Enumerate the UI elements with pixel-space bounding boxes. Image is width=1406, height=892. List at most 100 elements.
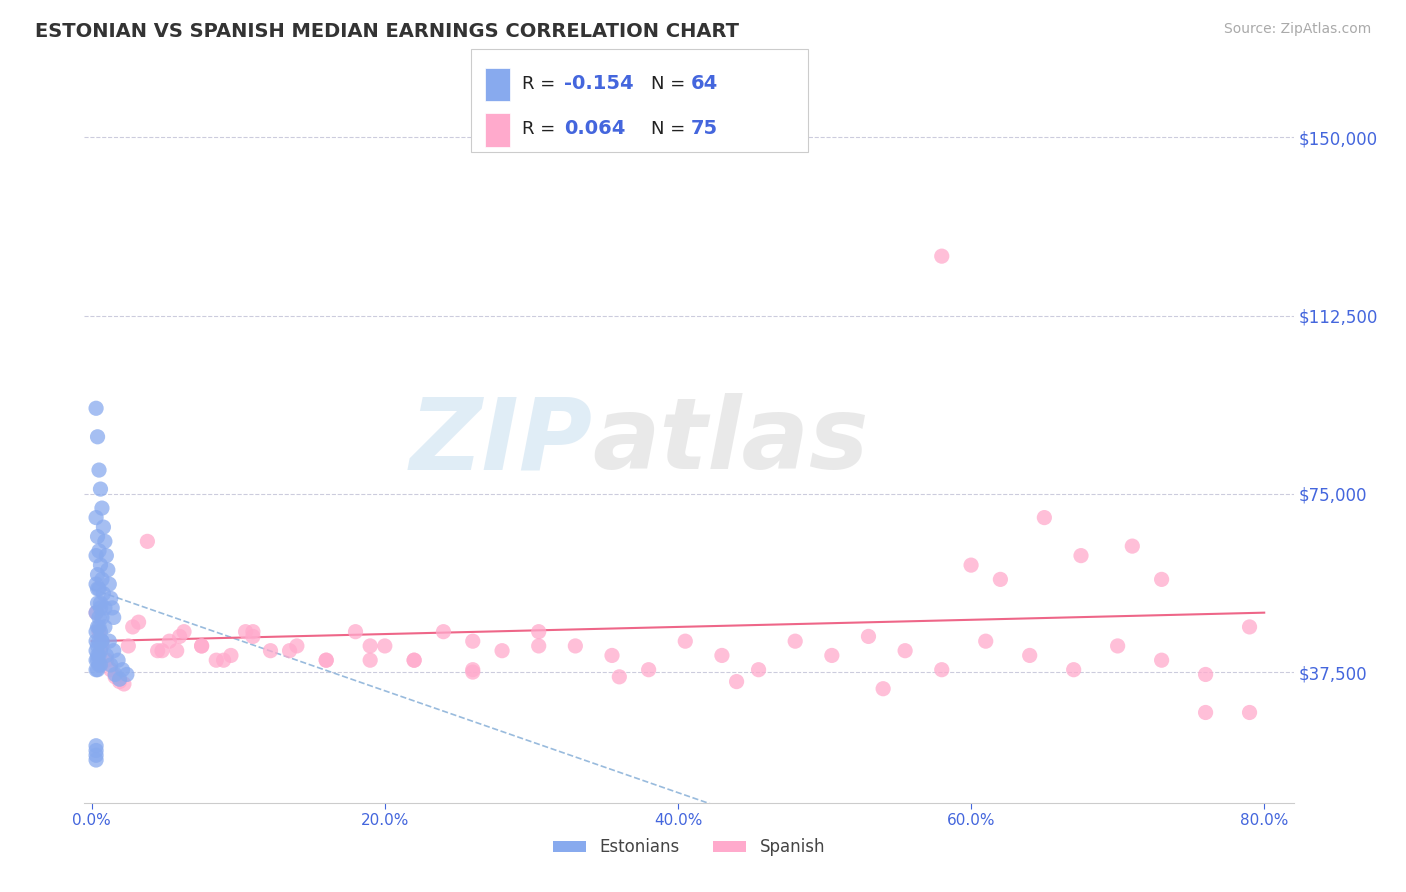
Point xyxy=(84,624,107,639)
Text: -0.154: -0.154 xyxy=(564,74,634,93)
Point xyxy=(103,610,125,624)
Point xyxy=(84,653,107,667)
Point xyxy=(87,634,110,648)
Point xyxy=(89,601,111,615)
Point xyxy=(219,648,242,663)
Point xyxy=(673,634,696,648)
Point xyxy=(315,653,337,667)
Point xyxy=(169,629,191,643)
Point xyxy=(86,567,108,582)
Point xyxy=(128,615,150,630)
Point xyxy=(87,610,110,624)
Point xyxy=(315,653,337,667)
Point xyxy=(86,582,108,596)
Point xyxy=(98,634,121,648)
Point xyxy=(96,653,118,667)
Point xyxy=(96,549,118,563)
Point xyxy=(91,501,114,516)
Point xyxy=(100,591,122,606)
Point xyxy=(461,665,484,679)
Point xyxy=(404,653,426,667)
Point xyxy=(108,672,131,686)
Point xyxy=(104,667,127,681)
Point xyxy=(461,663,484,677)
Point xyxy=(84,577,107,591)
Text: atlas: atlas xyxy=(592,393,869,490)
Point xyxy=(86,530,108,544)
Point xyxy=(600,648,623,663)
Point xyxy=(1107,639,1129,653)
Point xyxy=(190,639,212,653)
Point xyxy=(1150,653,1173,667)
Point xyxy=(374,639,396,653)
Point xyxy=(150,643,173,657)
Text: ZIP: ZIP xyxy=(409,393,592,490)
Point xyxy=(278,643,301,657)
Point xyxy=(91,634,114,648)
Point xyxy=(84,748,107,763)
Point xyxy=(821,648,844,663)
Point xyxy=(527,624,550,639)
Point xyxy=(136,534,159,549)
Point xyxy=(104,670,127,684)
Text: ESTONIAN VS SPANISH MEDIAN EARNINGS CORRELATION CHART: ESTONIAN VS SPANISH MEDIAN EARNINGS CORR… xyxy=(35,22,740,41)
Point xyxy=(359,639,381,653)
Point xyxy=(107,653,129,667)
Point xyxy=(173,624,195,639)
Point xyxy=(86,620,108,634)
Point xyxy=(86,653,108,667)
Text: R =: R = xyxy=(522,120,561,137)
Text: N =: N = xyxy=(651,75,690,93)
Point xyxy=(87,463,110,477)
Point xyxy=(103,643,125,657)
Point xyxy=(84,606,107,620)
Point xyxy=(461,634,484,648)
Point xyxy=(432,624,454,639)
Point xyxy=(858,629,880,643)
Point xyxy=(404,653,426,667)
Point xyxy=(86,596,108,610)
Point xyxy=(894,643,917,657)
Point xyxy=(1194,667,1216,681)
Point xyxy=(87,624,110,639)
Point xyxy=(108,674,131,689)
Point xyxy=(1239,620,1261,634)
Point xyxy=(84,401,107,416)
Text: N =: N = xyxy=(651,120,690,137)
Point xyxy=(748,663,770,677)
Point xyxy=(86,639,108,653)
Point xyxy=(117,639,139,653)
Point xyxy=(1121,539,1143,553)
Point xyxy=(89,643,111,657)
Point xyxy=(94,620,117,634)
Point xyxy=(344,624,367,639)
Point xyxy=(84,663,107,677)
Point xyxy=(146,643,169,657)
Point xyxy=(166,643,188,657)
Point xyxy=(87,620,110,634)
Point xyxy=(100,657,122,672)
Point xyxy=(101,601,124,615)
Point xyxy=(190,639,212,653)
Point xyxy=(1194,706,1216,720)
Point xyxy=(93,587,115,601)
Point xyxy=(115,667,138,681)
Point xyxy=(1063,663,1085,677)
Point xyxy=(259,643,281,657)
Point xyxy=(91,573,114,587)
Point xyxy=(91,634,114,648)
Point xyxy=(84,549,107,563)
Point xyxy=(91,639,114,653)
Point xyxy=(89,624,111,639)
Point xyxy=(785,634,807,648)
Point xyxy=(97,563,120,577)
Point xyxy=(1239,706,1261,720)
Point xyxy=(242,629,264,643)
Point xyxy=(84,606,107,620)
Point xyxy=(94,601,117,615)
Point xyxy=(87,657,110,672)
Point xyxy=(637,663,659,677)
Point xyxy=(121,620,143,634)
Point xyxy=(87,648,110,663)
Point xyxy=(212,653,235,667)
